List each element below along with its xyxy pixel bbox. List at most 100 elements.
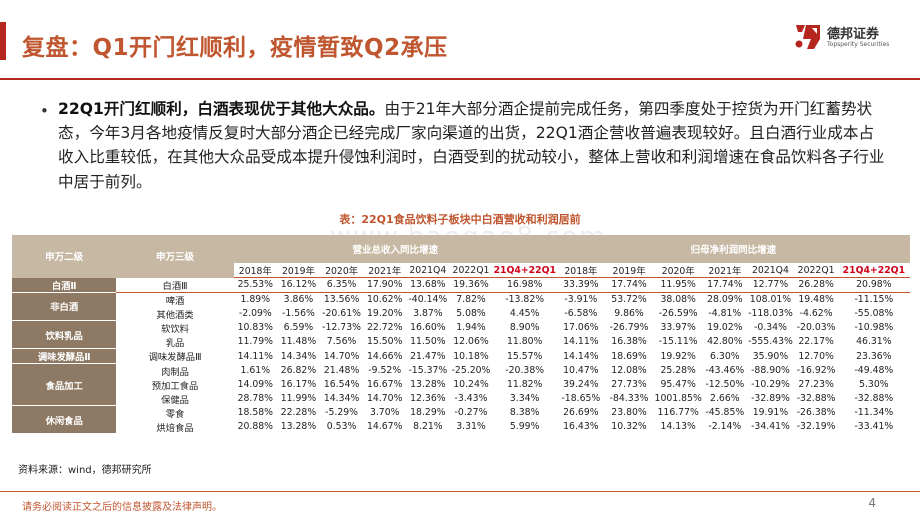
header-profit-growth: 归母净利润同比增速 xyxy=(556,235,910,263)
revenue-growth-cell: 3.87% xyxy=(413,308,443,319)
profit-growth-cell: -32.88% xyxy=(854,393,894,404)
revenue-growth-cell: 5.08% xyxy=(456,308,486,319)
profit-growth-cell: 19.92% xyxy=(660,350,696,362)
year-header-profit: 21Q4+22Q1 xyxy=(837,263,910,278)
revenue-growth-cell: 22.28% xyxy=(280,407,317,418)
revenue-growth-cell: -5.29% xyxy=(325,407,359,418)
profit-growth-cell: -11.34% xyxy=(854,407,894,418)
profit-growth-cell: -34.41% xyxy=(751,421,790,432)
revenue-growth-cell: 3.34% xyxy=(509,393,540,404)
profit-growth-cell: 20.98% xyxy=(837,277,910,293)
sector-level2-cell: 休闲食品 xyxy=(12,405,117,434)
profit-growth-cell: -26.79% xyxy=(609,322,649,333)
revenue-growth-cell: 26.82% xyxy=(280,365,317,376)
revenue-growth-cell: 3.70% xyxy=(369,407,400,418)
year-header-rev: 2021Q4 xyxy=(406,263,450,278)
profit-growth-cell: -4.81% xyxy=(708,308,742,319)
profit-growth-cell: -55.08% xyxy=(854,308,894,319)
year-header-profit: 2018年 xyxy=(556,263,605,278)
footer-disclaimer: 请务必阅读正文之后的信息披露及法律声明。 xyxy=(22,502,222,513)
profit-growth-cell: -6.58% xyxy=(564,308,598,319)
sector-level2-cell: 食品加工 xyxy=(12,363,117,406)
revenue-growth-cell: 14.34% xyxy=(280,350,317,362)
profit-growth-cell: 39.24% xyxy=(563,379,599,390)
revenue-growth-cell: 11.50% xyxy=(410,336,446,347)
header-sw-level2: 申万二级 xyxy=(12,235,117,278)
profit-growth-cell: -26.59% xyxy=(658,308,698,319)
year-header-profit: 2019年 xyxy=(604,263,654,278)
profit-growth-cell: -555.43% xyxy=(748,336,793,347)
revenue-growth-cell: -9.52% xyxy=(368,365,402,376)
table-row: 调味发酵品Ⅱ 调味发酵品Ⅲ 14.11% 14.34% 14.70% 14.66% 21.4… xyxy=(12,348,910,364)
profit-growth-cell: -10.29% xyxy=(751,379,790,390)
sector-level3-cell: 啤酒 xyxy=(116,292,234,307)
logo-name-en: Topsperity Securities xyxy=(827,41,890,48)
logo-name-cn: 德邦证券 xyxy=(827,27,880,42)
revenue-growth-cell: -1.56% xyxy=(281,308,315,319)
table-row: 预加工食品 14.09% 16.17% 16.54% 16.67% 13.28% 10.24… xyxy=(12,377,910,392)
revenue-growth-cell: 25.53% xyxy=(233,277,277,293)
revenue-growth-cell: 12.06% xyxy=(453,336,489,347)
revenue-growth-cell: 8.90% xyxy=(509,322,540,333)
revenue-growth-cell: 14.67% xyxy=(366,421,403,432)
profit-growth-cell: -32.19% xyxy=(796,421,836,432)
profit-growth-cell: 19.91% xyxy=(752,407,789,418)
revenue-growth-cell: 19.36% xyxy=(449,277,493,293)
profit-growth-cell: -4.62% xyxy=(799,308,833,319)
revenue-growth-cell: 15.50% xyxy=(366,336,403,347)
revenue-growth-cell: -0.27% xyxy=(454,407,488,418)
profit-growth-cell: 23.80% xyxy=(611,407,647,418)
revenue-growth-cell: 11.80% xyxy=(506,336,543,347)
header-revenue-growth: 营业总收入同比增速 xyxy=(233,235,557,263)
profit-growth-cell: 9.86% xyxy=(614,308,644,319)
revenue-growth-cell: 16.67% xyxy=(366,379,403,390)
year-header-rev: 2022Q1 xyxy=(449,263,493,278)
revenue-growth-cell: 6.35% xyxy=(320,277,364,293)
profit-growth-cell: 35.90% xyxy=(752,350,789,362)
revenue-growth-cell: 19.20% xyxy=(366,308,403,319)
profit-growth-cell: 95.47% xyxy=(660,379,696,390)
table-row: 烘焙食品 20.88% 13.28% 0.53% 14.67% 8.21% 3.31% 5.9… xyxy=(12,419,910,434)
revenue-growth-cell: 0.53% xyxy=(326,421,357,432)
year-header-profit: 2022Q1 xyxy=(794,263,838,278)
profit-growth-cell: 42.80% xyxy=(707,336,743,347)
sector-level3-cell: 乳品 xyxy=(116,334,234,349)
revenue-growth-cell: 13.28% xyxy=(410,379,446,390)
profit-growth-cell: 11.95% xyxy=(653,277,704,293)
title-divider xyxy=(0,78,920,80)
profit-growth-cell: 26.69% xyxy=(563,407,599,418)
revenue-growth-cell: 3.31% xyxy=(456,421,486,432)
profit-growth-cell: 14.13% xyxy=(660,421,696,432)
profit-growth-cell: -10.98% xyxy=(854,322,894,333)
profit-growth-cell: -20.03% xyxy=(796,322,836,333)
profit-growth-cell: 14.14% xyxy=(563,350,599,362)
year-header-rev: 2020年 xyxy=(320,263,364,278)
revenue-growth-cell: 14.34% xyxy=(323,393,360,404)
summary-lead: 22Q1开门红顺利，白酒表现优于其他大众品。 xyxy=(58,100,385,118)
profit-growth-cell: -45.85% xyxy=(705,407,745,418)
sector-level3-cell: 零食 xyxy=(116,405,234,420)
revenue-growth-cell: 11.99% xyxy=(280,393,317,404)
footer-divider xyxy=(0,491,920,492)
revenue-growth-cell: 13.56% xyxy=(323,294,360,305)
profit-growth-cell: -18.65% xyxy=(561,393,601,404)
profit-growth-cell: 25.28% xyxy=(660,365,696,376)
table-row: 非白酒 啤酒 1.89% 3.86% 13.56% 10.62% -40.14% 7.82% -… xyxy=(12,292,910,321)
revenue-growth-cell: 14.70% xyxy=(323,350,360,362)
title-accent-bar xyxy=(0,22,6,60)
sector-level3-cell: 软饮料 xyxy=(116,320,234,335)
revenue-growth-cell: 13.28% xyxy=(280,421,317,432)
revenue-growth-cell: 11.82% xyxy=(506,379,543,390)
profit-growth-cell: 53.72% xyxy=(611,294,647,305)
revenue-growth-cell: 16.60% xyxy=(410,322,446,333)
year-header-profit: 2021Q4 xyxy=(746,263,795,278)
table-row: 其他酒类 -2.09% -1.56% -20.61% 19.20% 3.87% 5.08% 4… xyxy=(12,306,910,321)
profit-growth-cell: 27.23% xyxy=(798,379,834,390)
profit-growth-cell: 22.17% xyxy=(798,336,834,347)
profit-growth-cell: 12.77% xyxy=(746,277,795,293)
revenue-growth-cell: 7.82% xyxy=(456,294,486,305)
revenue-growth-cell: 28.78% xyxy=(237,393,274,404)
revenue-growth-cell: 16.98% xyxy=(492,277,557,293)
revenue-growth-cell: 14.11% xyxy=(237,350,274,362)
table-row: 休闲食品 零食 18.58% 22.28% -5.29% 3.70% 18.29% -0.27… xyxy=(12,405,910,434)
